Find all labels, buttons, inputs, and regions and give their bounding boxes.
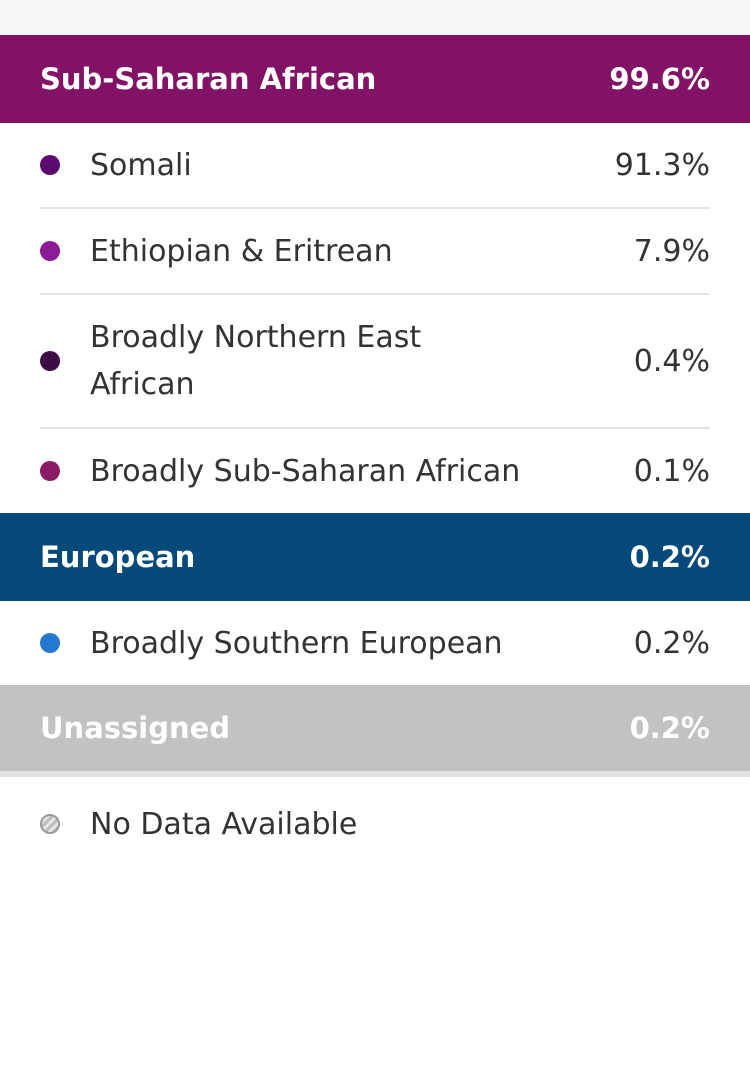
northern-east-color-dot-icon xyxy=(40,351,60,371)
ancestry-row-somali[interactable]: Somali 91.3% xyxy=(40,123,710,209)
ancestry-row-ethiopian-eritrean[interactable]: Ethiopian & Eritrean 7.9% xyxy=(40,209,710,295)
group-header-sub-saharan-african[interactable]: Sub-Saharan African 99.6% xyxy=(0,35,750,123)
ancestry-row-broadly-southern-european[interactable]: Broadly Southern European 0.2% xyxy=(40,601,710,685)
ancestry-row-broadly-northern-east-african[interactable]: Broadly Northern East African 0.4% xyxy=(40,295,710,429)
top-strip xyxy=(0,0,750,35)
ancestry-percent: 0.4% xyxy=(633,343,710,379)
group-percent: 0.2% xyxy=(629,711,710,745)
group-header-unassigned[interactable]: Unassigned 0.2% xyxy=(0,685,750,771)
ancestry-label: Broadly Southern European xyxy=(90,625,503,661)
group-name: Sub-Saharan African xyxy=(40,62,377,96)
group-header-european[interactable]: European 0.2% xyxy=(0,513,750,601)
ethiopian-color-dot-icon xyxy=(40,241,60,261)
ancestry-percent: 0.1% xyxy=(633,453,710,489)
ancestry-percent: 91.3% xyxy=(614,147,710,183)
group-name: Unassigned xyxy=(40,711,231,745)
group-name: European xyxy=(40,540,196,574)
southern-european-color-dot-icon xyxy=(40,633,60,653)
somali-color-dot-icon xyxy=(40,155,60,175)
ancestry-label: Somali xyxy=(90,147,192,183)
no-data-hatched-circle-icon xyxy=(40,814,60,834)
no-data-legend: No Data Available xyxy=(0,777,750,871)
ancestry-percent: 7.9% xyxy=(633,233,710,269)
unassigned-divider xyxy=(0,771,750,777)
no-data-label: No Data Available xyxy=(90,806,358,842)
ancestry-percent: 0.2% xyxy=(633,625,710,661)
group-percent: 99.6% xyxy=(609,62,710,96)
ancestry-label: Broadly Northern East African xyxy=(90,320,422,402)
ancestry-label: Ethiopian & Eritrean xyxy=(90,233,393,269)
ancestry-label: Broadly Sub-Saharan African xyxy=(90,453,521,489)
broadly-sub-saharan-color-dot-icon xyxy=(40,461,60,481)
ancestry-row-broadly-sub-saharan-african[interactable]: Broadly Sub-Saharan African 0.1% xyxy=(40,429,710,513)
group-percent: 0.2% xyxy=(629,540,710,574)
